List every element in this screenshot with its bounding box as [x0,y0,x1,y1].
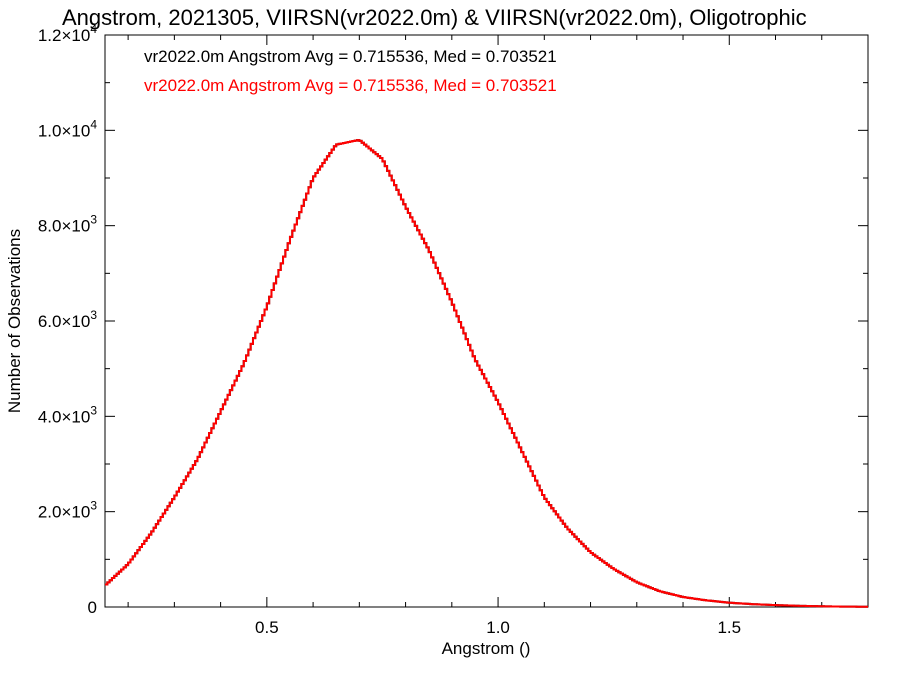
chart-title: Angstrom, 2021305, VIIRSN(vr2022.0m) & V… [62,5,807,30]
x-tick-label: 0.5 [255,618,279,637]
y-tick-exponent: 4 [90,117,97,131]
y-tick-label: 2.0×103 [38,499,97,522]
y-tick-label: 4.0×103 [38,403,97,426]
series-layer [105,139,868,608]
y-tick-mantissa: 1.0×10 [38,121,90,140]
y-tick-mantissa: 2.0×10 [38,503,90,522]
x-axis-label: Angstrom () [442,639,531,658]
y-tick-label: 1.2×104 [38,22,97,45]
y-tick-label: 8.0×103 [38,213,97,236]
y-tick-mantissa: 0 [88,598,97,617]
y-axis: 02.0×1034.0×1036.0×1038.0×1031.0×1041.2×… [38,22,868,617]
legend-entry-red: vr2022.0m Angstrom Avg = 0.715536, Med =… [144,76,557,95]
y-tick-mantissa: 8.0×10 [38,217,90,236]
series-black-line [105,139,868,608]
y-tick-label: 1.0×104 [38,117,97,140]
x-tick-label: 1.0 [486,618,510,637]
x-tick-label: 1.5 [717,618,741,637]
y-tick-exponent: 3 [90,308,97,322]
y-tick-label: 6.0×103 [38,308,97,331]
legend-entry-black: vr2022.0m Angstrom Avg = 0.715536, Med =… [144,47,557,66]
y-tick-mantissa: 6.0×10 [38,312,90,331]
y-tick-mantissa: 1.2×10 [38,26,90,45]
y-tick-mantissa: 4.0×10 [38,407,90,426]
y-tick-exponent: 4 [90,22,97,36]
plot-frame [104,34,869,608]
y-axis-label: Number of Observations [5,229,24,413]
y-tick-exponent: 3 [90,213,97,227]
x-axis: 0.5 1.0 1.5 [127,35,823,637]
y-tick-label: 0 [88,598,97,617]
series-red-line [105,139,868,608]
y-tick-exponent: 3 [90,403,97,417]
y-tick-exponent: 3 [90,499,97,513]
